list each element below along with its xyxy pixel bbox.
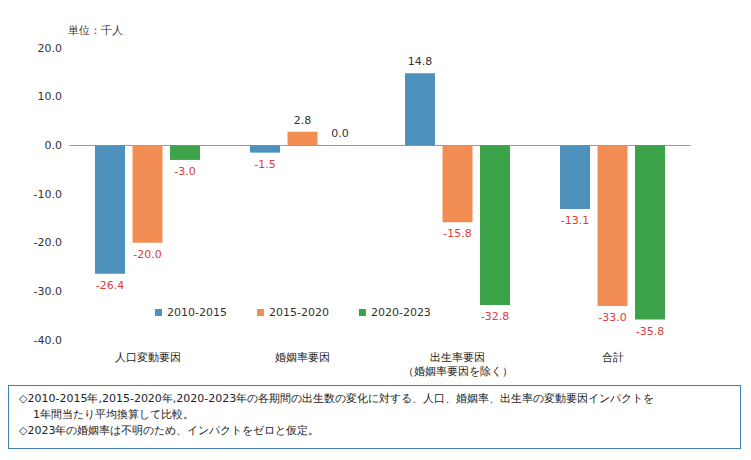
svg-text:2015-2020: 2015-2020: [269, 306, 329, 319]
svg-text:-33.0: -33.0: [598, 311, 626, 324]
svg-text:-40.0: -40.0: [34, 334, 62, 347]
svg-text:人口変動要因: 人口変動要因: [115, 351, 181, 364]
svg-text:合計: 合計: [602, 351, 624, 364]
svg-text:-3.0: -3.0: [174, 165, 195, 178]
svg-text:-32.8: -32.8: [481, 310, 509, 323]
svg-text:20.0: 20.0: [38, 42, 63, 55]
svg-text:-13.1: -13.1: [561, 214, 589, 227]
svg-text:-20.0: -20.0: [133, 248, 161, 261]
html-text:◇2023年の婚姻率は不明のため、インパクトをゼロと仮定。: ◇2023年の婚姻率は不明のため、インパクトをゼロと仮定。: [19, 424, 320, 437]
svg-text:2020-2023: 2020-2023: [371, 306, 431, 319]
svg-text:2.8: 2.8: [294, 114, 312, 127]
svg-text:14.8: 14.8: [408, 55, 433, 68]
svg-text:-30.0: -30.0: [34, 285, 62, 298]
html-text:1年間当たり平均換算して比較。: 1年間当たり平均換算して比較。: [33, 408, 194, 421]
svg-text:単位：千人: 単位：千人: [68, 24, 123, 37]
svg-text:-35.8: -35.8: [636, 325, 664, 338]
svg-text:-26.4: -26.4: [96, 279, 124, 292]
svg-text:-1.5: -1.5: [254, 158, 275, 171]
svg-text:-15.8: -15.8: [443, 227, 471, 240]
svg-text:-10.0: -10.0: [34, 188, 62, 201]
svg-text:婚姻率要因: 婚姻率要因: [275, 351, 330, 364]
svg-text:0.0: 0.0: [331, 127, 349, 140]
svg-text:10.0: 10.0: [38, 90, 63, 103]
svg-text:出生率要因: 出生率要因: [430, 351, 485, 364]
html-text:◇2010-2015年,2015-2020年,2020-20: ◇2010-2015年,2015-2020年,2020-2023年の各期間の出生…: [19, 392, 655, 405]
svg-text:-20.0: -20.0: [34, 236, 62, 249]
svg-text:（婚姻率要因を除く）: （婚姻率要因を除く）: [403, 365, 513, 378]
svg-text:0.0: 0.0: [45, 139, 63, 152]
svg-text:2010-2015: 2010-2015: [167, 306, 227, 319]
